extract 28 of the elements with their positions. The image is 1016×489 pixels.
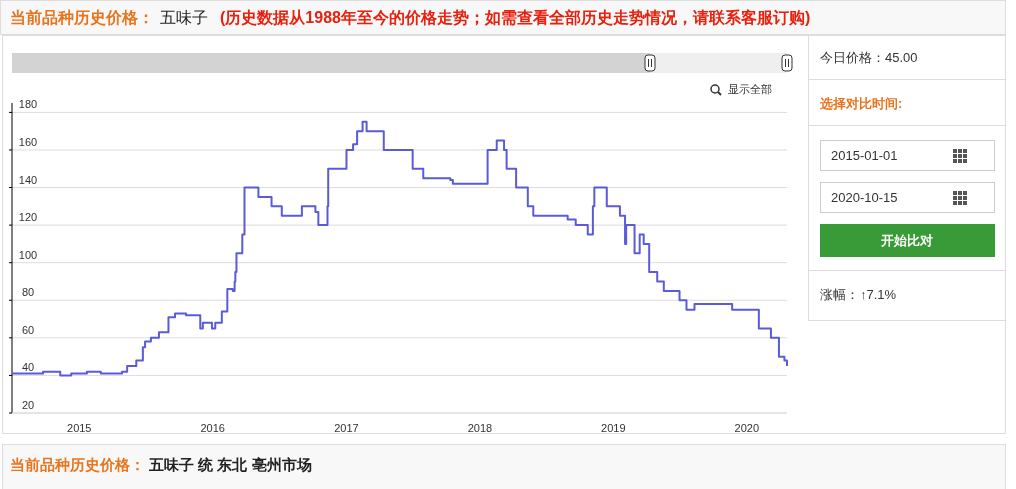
text: 2015-01-01	[831, 148, 898, 163]
y-tick-label: 80	[21, 286, 35, 299]
x-tick-label: 2015	[67, 422, 92, 434]
x-tick-label: 2016	[200, 422, 225, 434]
x-tick-label: 2018	[467, 422, 493, 434]
y-tick-label: 20	[21, 399, 35, 411]
y-tick-label: 120	[18, 211, 38, 224]
text: ↑7.1%	[860, 287, 897, 302]
y-tick-label: 160	[18, 135, 38, 148]
x-tick-label: 2020	[734, 422, 760, 434]
chart-title: 当前品种历史价格：	[10, 9, 154, 26]
y-tick-label: 180	[18, 98, 38, 111]
text: (历史数据从1988年至今的价格走势；如需查看全部历史走势情况，请联系客服订购)	[220, 8, 811, 26]
text: 开始比对	[880, 233, 933, 248]
text: 显示全部	[728, 83, 772, 95]
text: 涨幅：	[820, 287, 859, 302]
y-tick-label: 40	[21, 361, 35, 374]
y-tick-label: 60	[21, 323, 35, 336]
text: 当前品种历史价格：	[10, 456, 145, 473]
y-tick-label: 100	[18, 248, 38, 261]
text: 五味子 统 东北 亳州市场	[148, 456, 312, 473]
text: 选择对比时间:	[819, 96, 903, 111]
y-tick-label: 140	[18, 173, 38, 186]
x-tick-label: 2017	[334, 422, 359, 434]
x-tick-label: 2019	[601, 422, 626, 434]
chart-subtitle: 五味子	[160, 9, 208, 26]
text: 今日价格：45.00	[820, 50, 918, 65]
text: 2020-10-15	[831, 190, 898, 205]
